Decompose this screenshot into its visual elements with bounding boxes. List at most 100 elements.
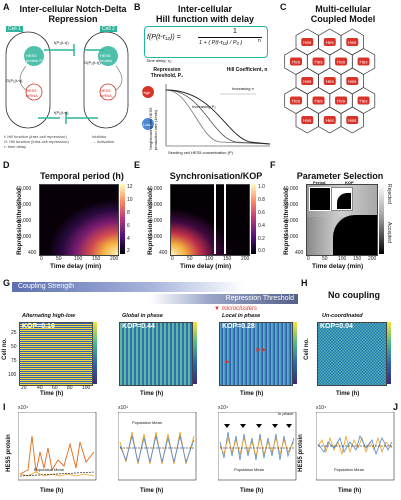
cell1-hill-mid: G(P₁(t-τ)) <box>6 78 23 83</box>
hes-gene-box <box>323 38 336 46</box>
hes-gene-label: Hes <box>292 60 301 65</box>
k4-colorbar <box>387 322 391 384</box>
g-xtick-2: 40 <box>37 385 43 391</box>
trace-2 <box>118 412 197 481</box>
hes-gene-box <box>323 116 336 124</box>
microclusters-text: microclusters <box>221 306 257 312</box>
hes-gene-label: Hes <box>303 79 312 84</box>
hes-gene-box <box>301 77 314 85</box>
formula-num: 1 <box>233 28 237 35</box>
k1-title: Alternating high-low <box>22 313 76 319</box>
microcluster-arrow-1: ➤ <box>224 359 230 366</box>
hes-gene-box <box>335 96 348 105</box>
e-xtick-3: 100 <box>205 256 214 262</box>
i-scale-1: x10⁴ <box>18 405 29 411</box>
k2-title: Global in phase <box>122 313 163 319</box>
i-xlabel-3: Time (h) <box>240 488 264 494</box>
period-heatmap <box>39 184 119 256</box>
f-sub-kop: KOP <box>345 180 354 185</box>
hill-curves <box>142 84 271 147</box>
kop-colorbar <box>251 184 256 254</box>
hes-gene-label: Hes <box>360 99 369 104</box>
time-delay-label: Time delay, τ₁₂ <box>146 58 172 63</box>
cell1-protein: HES5 protein P₁ <box>26 53 44 63</box>
h-ylabel: Cell no. <box>303 338 310 360</box>
trace-1 <box>18 412 97 481</box>
d-ytick-3: 20,000 <box>16 218 32 224</box>
f-ytick-1: 40,000 <box>283 186 299 192</box>
hes-gene-label: Hes <box>326 118 335 123</box>
selection-colorbar <box>379 184 384 254</box>
e-xtick-5: 200 <box>241 256 250 262</box>
k3-title: Local in phase <box>222 313 261 319</box>
d-cbtick-2: 10 <box>127 197 133 203</box>
i-scale-3: x10⁴ <box>218 405 229 411</box>
e-cbtick-2: 0.8 <box>258 197 265 203</box>
cell2-mrna: HES5 mRNA <box>100 88 112 98</box>
cell2-hill-bot: f(P₁(t-τ)) <box>54 110 69 115</box>
d-cbtick-3: 8 <box>127 210 130 216</box>
k4-kop: KOP=0.04 <box>320 323 353 330</box>
e-ytick-2: 30,000 <box>147 202 163 208</box>
hill-ylabel: Neighbouring cell HES5 production rate (… <box>148 107 158 150</box>
f-ytick-2: 30,000 <box>283 202 299 208</box>
k1-colorbar <box>93 322 97 384</box>
panel-c-title2: Coupled Model <box>310 14 376 24</box>
formula-bar <box>198 37 262 38</box>
d-cbtick-4: 6 <box>127 223 130 229</box>
e-ytick-1: 40,000 <box>147 186 163 192</box>
panel-d-letter: D <box>3 160 10 170</box>
k2-kop: KOP=0.44 <box>122 323 155 330</box>
f-ytick-5: 400 <box>295 250 304 256</box>
g-ytick-2: 50 <box>11 344 17 350</box>
f-cb-rejected: Rejected <box>386 184 392 204</box>
f-ytick-4: 10,000 <box>283 234 299 240</box>
d-cbtick-1: 12 <box>127 184 133 190</box>
legend-tau: τ: time delay <box>4 144 27 149</box>
legend-f: f: Hill function (inter-cell repression) <box>4 134 67 139</box>
e-xtick-4: 150 <box>223 256 232 262</box>
g-xtick-5: 100 <box>82 385 91 391</box>
i-legend-1: Population Mean <box>34 467 65 472</box>
hes-gene-box <box>357 96 370 105</box>
hes-gene-box <box>346 116 359 124</box>
panel-a-letter: A <box>3 2 10 12</box>
i-xlabel-2: Time (h) <box>140 488 164 494</box>
k2-colorbar <box>193 322 197 384</box>
kymograph-1 <box>19 322 93 386</box>
cell2-hill-mid: G(P₂(t-τ)) <box>84 60 101 65</box>
g-ylabel: Cell no. <box>1 338 8 360</box>
hes-gene-box <box>357 57 370 66</box>
j-legend: Population Mean <box>334 467 365 472</box>
d-cbtick-6: 2 <box>127 248 130 254</box>
legend-g: G: Hill function (intra-cell repression) <box>4 139 69 144</box>
f-xtick-4: 150 <box>353 256 362 262</box>
panel-c-letter: C <box>280 2 287 12</box>
d-xtick-2: 50 <box>56 256 62 262</box>
hes-gene-label: Hes <box>337 60 346 65</box>
cell2-label: Cell 2 <box>100 26 117 32</box>
k1-kop: KOP=0.16 <box>22 323 55 330</box>
period-colorbar <box>120 184 125 254</box>
hexagon-lattice: Hes Hes Hes Hes Hes Hes Hes Hes Hes Hes Hes Hes Hes H… <box>284 28 376 134</box>
notch-delta-diagram <box>5 31 129 129</box>
panel-j-letter: J <box>393 402 399 412</box>
e-cbtick-5: 0.2 <box>258 236 265 242</box>
kop-heatmap-stripe-2 <box>224 184 226 254</box>
g-xlabel-1: Time (h) <box>40 391 64 397</box>
j-xlabel: Time (h) <box>338 488 362 494</box>
d-xtick-3: 100 <box>74 256 83 262</box>
formula-lhs: f(P(t-τ₁₂)) = <box>147 34 181 41</box>
e-cbtick-6: 0.0 <box>258 248 265 254</box>
cell1-label: Cell 1 <box>6 26 23 32</box>
panel-f-xlabel: Time delay (min) <box>312 263 364 270</box>
i-ylabel: HES5 protein <box>5 434 12 472</box>
hes-gene-box <box>290 57 302 66</box>
d-cbtick-5: 4 <box>127 236 130 242</box>
f-xtick-1: 0 <box>307 256 310 262</box>
increasing-n-label: Increasing n <box>232 86 254 91</box>
e-xtick-1: 0 <box>171 256 174 262</box>
d-xtick-1: 0 <box>40 256 43 262</box>
g-xtick-3: 60 <box>52 385 58 391</box>
hes-gene-label: Hes <box>292 99 301 104</box>
